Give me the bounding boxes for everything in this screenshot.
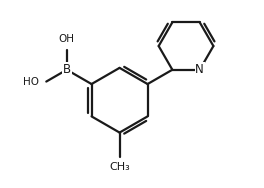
Text: CH₃: CH₃ xyxy=(109,162,130,172)
Text: HO: HO xyxy=(23,77,39,86)
Text: B: B xyxy=(63,63,71,76)
Text: N: N xyxy=(195,63,204,76)
Text: OH: OH xyxy=(59,34,75,44)
